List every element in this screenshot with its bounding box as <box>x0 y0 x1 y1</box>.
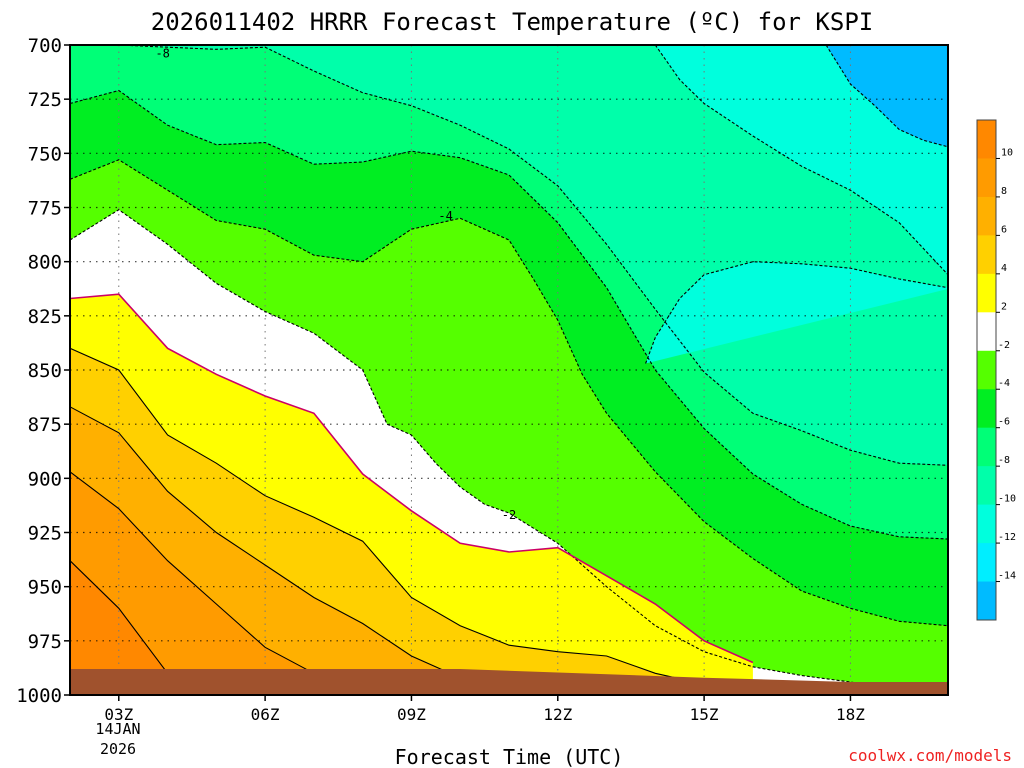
contour-label-1: -4 <box>438 209 452 223</box>
colorbar-label-8: -8 <box>998 455 1010 466</box>
colorbar: 10 8 6 4 2 -2 -4 -6 -8 -10 -12 -14 <box>976 119 1016 621</box>
colorbar-label-0: 10 <box>1001 147 1013 158</box>
y-tick-label-875: 875 <box>28 414 62 436</box>
y-tick-label-700: 700 <box>28 35 62 57</box>
band-fill-p10-p12 <box>70 560 363 695</box>
date-label-day: 14JAN <box>95 720 140 738</box>
colorbar-swatch-3 <box>977 235 996 275</box>
colorbar-label-4: 2 <box>1001 301 1007 312</box>
colorbar-label-1: 8 <box>1001 186 1007 197</box>
colorbar-swatch-7 <box>977 389 996 429</box>
colorbar-label-3: 4 <box>1001 263 1007 274</box>
contour-line-m8 <box>70 45 948 466</box>
contour-line-m12 <box>654 45 948 276</box>
date-label-year: 2026 <box>100 740 136 758</box>
x-tick-label-09Z: 09Z <box>397 705 426 724</box>
colorbar-swatch-9 <box>977 466 996 506</box>
colorbar-label-10: -12 <box>998 532 1016 543</box>
contour-label-0: -8 <box>155 47 169 61</box>
y-tick-label-900: 900 <box>28 468 62 490</box>
y-tick-label-825: 825 <box>28 306 62 328</box>
colorbar-label-7: -6 <box>998 417 1010 428</box>
contour-line-m6 <box>70 89 948 540</box>
colorbar-swatch-12 <box>977 581 996 621</box>
colorbar-label-11: -14 <box>998 571 1016 582</box>
contour-line-m14 <box>825 45 948 148</box>
plot-area <box>70 45 948 695</box>
band-fill-cold-pocket <box>645 261 948 364</box>
y-tick-label-1000: 1000 <box>16 685 62 707</box>
x-tick-label-12Z: 12Z <box>543 705 572 724</box>
colorbar-swatch-11 <box>977 543 996 583</box>
colorbar-label-2: 6 <box>1001 224 1007 235</box>
chart-title: 2026011402 HRRR Forecast Temperature (ºC… <box>151 8 873 36</box>
credit-link[interactable]: coolwx.com/models <box>848 746 1012 765</box>
colorbar-swatch-8 <box>977 427 996 467</box>
contour-line-p2 <box>70 293 754 664</box>
x-tick-label-15Z: 15Z <box>690 705 719 724</box>
colorbar-label-9: -10 <box>998 494 1016 505</box>
colorbar-label-6: -4 <box>998 378 1010 389</box>
colorbar-swatch-5 <box>977 312 996 352</box>
colorbar-label-5: -2 <box>998 340 1010 351</box>
y-tick-label-750: 750 <box>28 143 62 165</box>
band-fill-p8-p10 <box>70 471 461 695</box>
y-tick-label-725: 725 <box>28 89 62 111</box>
colorbar-swatch-1 <box>977 158 996 198</box>
colorbar-swatch-0 <box>977 120 996 159</box>
y-tick-label-925: 925 <box>28 523 62 545</box>
y-tick-label-775: 775 <box>28 198 62 220</box>
y-tick-label-800: 800 <box>28 252 62 274</box>
colorbar-frame <box>976 119 997 621</box>
colorbar-swatch-10 <box>977 504 996 544</box>
contour-line-m2 <box>70 209 948 694</box>
y-tick-label-975: 975 <box>28 631 62 653</box>
colorbar-swatch-4 <box>977 273 996 313</box>
contour-labels: -8 -4 -2 <box>155 47 516 523</box>
y-axis: 700 725 750 775 800 825 850 875 900 925 950 975 1000 <box>16 35 70 707</box>
contour-label-2: -2 <box>502 508 516 522</box>
x-axis: 03Z 06Z 09Z 12Z 15Z 18Z <box>104 695 865 724</box>
ground-surface <box>70 682 948 695</box>
y-tick-label-950: 950 <box>28 577 62 599</box>
y-tick-label-850: 850 <box>28 360 62 382</box>
colorbar-swatch-2 <box>977 196 996 236</box>
band-fill-coldest <box>826 45 948 147</box>
x-tick-label-18Z: 18Z <box>836 705 865 724</box>
x-tick-label-03Z: 03Z <box>104 705 133 724</box>
x-axis-label: Forecast Time (UTC) <box>395 745 624 768</box>
x-tick-label-06Z: 06Z <box>251 705 280 724</box>
contour-line-p4 <box>70 347 705 685</box>
colorbar-swatch-6 <box>977 350 996 390</box>
